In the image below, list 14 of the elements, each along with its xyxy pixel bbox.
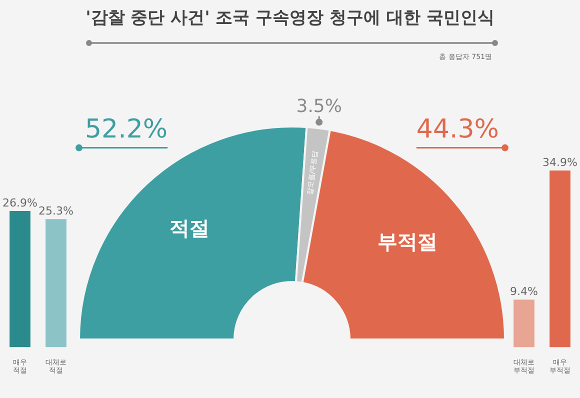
data-label: 25.3% <box>38 204 74 218</box>
data-label: 26.9% <box>2 196 38 210</box>
bar <box>550 170 570 348</box>
slice-label: 적절 <box>169 216 210 240</box>
bar <box>10 211 30 348</box>
slice-label: 부적절 <box>377 229 438 254</box>
data-label: 34.9% <box>542 156 578 169</box>
data-label: 3.5% <box>296 96 342 117</box>
data-label: 44.3% <box>416 114 500 145</box>
bar <box>514 300 534 348</box>
data-label: 9.4% <box>510 284 538 298</box>
data-label: 52.2% <box>85 114 168 145</box>
chart-title: '감찰 중단 사건' 조국 구속영장 청구에 대한 국민인식 <box>84 7 496 29</box>
bar <box>46 219 66 348</box>
